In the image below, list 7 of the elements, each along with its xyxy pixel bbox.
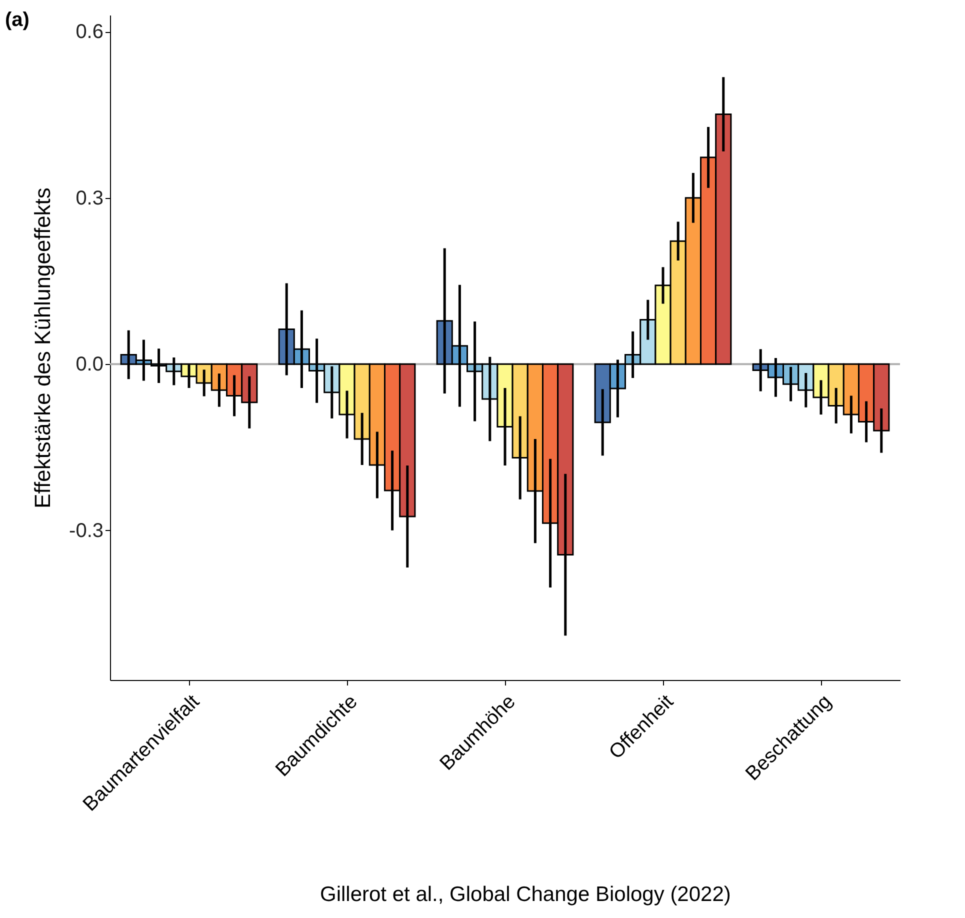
y-tick-label: 0.6 (76, 21, 104, 44)
text: Gillerot et al., Global Change Biology (2022) (320, 883, 731, 906)
y-tick-label: 0.3 (76, 187, 104, 210)
y-axis-title: Effektstärke des Kühlungeeffekts (30, 188, 56, 508)
y-tick-label: 0.0 (76, 354, 104, 376)
y-tick-label: -0.3 (69, 520, 104, 542)
text: (a) (5, 9, 30, 31)
